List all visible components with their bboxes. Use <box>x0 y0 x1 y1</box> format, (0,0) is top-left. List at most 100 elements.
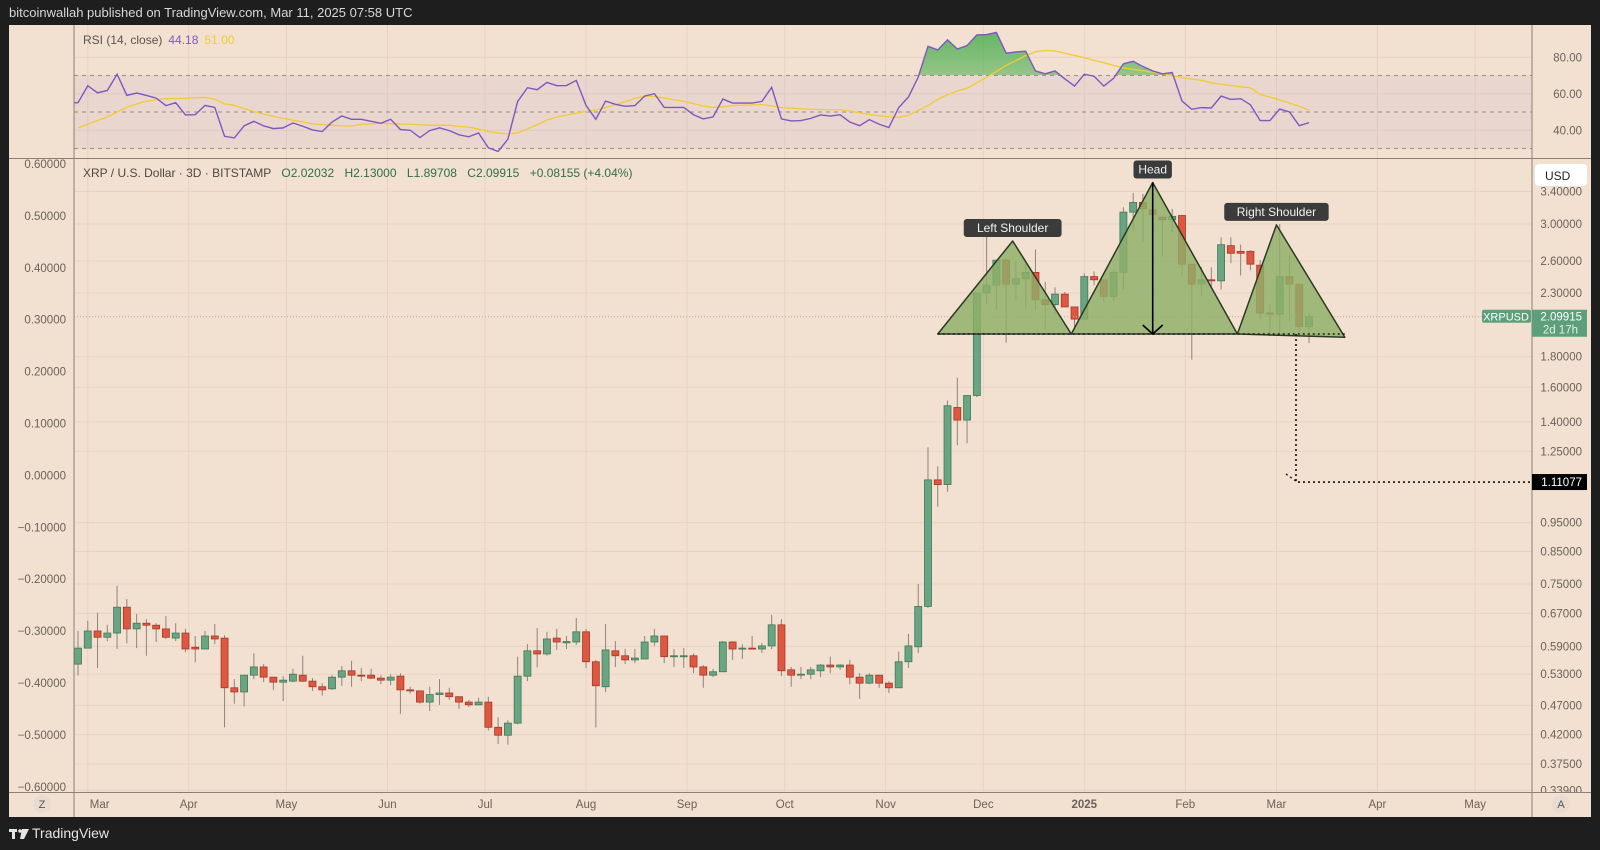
left-axis-tick-label: −0.10000 <box>18 522 66 534</box>
candle-body-down <box>748 647 757 650</box>
symbol-legend: XRP / U.S. Dollar · 3D · BITSTAMP O2.020… <box>83 166 632 180</box>
candle <box>963 395 971 444</box>
candle-body-down <box>445 692 454 698</box>
label-text: Head <box>1138 162 1167 176</box>
left-axis-tick-label: 0.10000 <box>24 419 66 431</box>
candle <box>367 668 376 680</box>
tradingview-brand[interactable]: TradingView <box>32 825 110 841</box>
candle <box>93 612 102 668</box>
candle-body-up <box>289 673 297 682</box>
candle <box>709 668 717 678</box>
candle <box>748 635 757 650</box>
candle-body-up <box>1129 202 1138 213</box>
candle <box>1090 271 1098 286</box>
target-projection-line[interactable] <box>1295 334 1532 483</box>
right-shoulder-triangle[interactable] <box>1236 224 1346 338</box>
candle <box>259 664 268 683</box>
price-tick-label: 1.25000 <box>1540 446 1582 458</box>
candle-body-up <box>1217 244 1225 282</box>
time-axis[interactable] <box>9 792 1591 817</box>
candle-body-down <box>591 661 600 687</box>
candle-body-up <box>767 624 776 647</box>
time-tick-label: Mar <box>1267 799 1287 811</box>
candle-body-up <box>474 701 483 706</box>
candle <box>279 676 288 702</box>
candle-body-up <box>249 666 258 676</box>
candle <box>767 614 776 650</box>
candle <box>328 675 336 690</box>
auto-scale-button[interactable] <box>1552 795 1570 813</box>
rsi-tick-label: 80.00 <box>1553 52 1582 64</box>
symbol-title[interactable]: XRP / U.S. Dollar · 3D · BITSTAMP <box>83 166 272 180</box>
candle-body-down <box>855 676 864 684</box>
candle <box>406 686 415 694</box>
candle-body-down <box>269 676 278 683</box>
low-value: 1.89708 <box>413 166 457 180</box>
candle <box>230 679 239 704</box>
candle-body-down <box>464 701 473 706</box>
right-shoulder-label[interactable]: Right Shoulder <box>1224 202 1329 221</box>
left-axis-tick-label: −0.30000 <box>18 626 66 638</box>
candle-body-down <box>787 669 796 676</box>
candle <box>191 635 200 663</box>
candle <box>611 641 620 667</box>
candle-body-down <box>953 407 962 421</box>
candle <box>904 633 913 668</box>
price-change: +0.08155 (+4.04%) <box>529 166 633 180</box>
candle <box>503 720 512 745</box>
symbol-tag-text: XRPUSD <box>1483 312 1529 324</box>
candle <box>621 649 630 665</box>
price-tick-label: 0.75000 <box>1540 579 1582 591</box>
head-triangle[interactable] <box>1070 181 1239 335</box>
candle-body-up <box>1051 293 1059 305</box>
candle <box>220 635 229 728</box>
candle <box>689 653 698 674</box>
open-label: O <box>281 166 291 180</box>
candle <box>298 655 307 683</box>
candle-body-down <box>367 674 376 679</box>
left-axis-tick-label: 0.40000 <box>24 263 66 275</box>
candle-body-down <box>230 687 239 693</box>
candle-body-up <box>503 722 512 736</box>
label-text: Left Shoulder <box>977 221 1048 235</box>
time-tick-label: Oct <box>776 799 795 811</box>
candle <box>1246 250 1255 271</box>
candle <box>484 696 493 731</box>
rsi-pane <box>74 31 1532 153</box>
candle <box>699 665 708 688</box>
candle-body-up <box>738 647 747 650</box>
zoom-reset-button[interactable] <box>33 795 51 813</box>
candle-body-up <box>171 632 180 639</box>
candle <box>357 667 366 682</box>
candle <box>416 690 424 704</box>
last-price-value: 2.09915 <box>1540 312 1582 324</box>
time-tick-label: Nov <box>875 799 896 811</box>
candle-body-up <box>963 395 971 421</box>
axes: Left Shoulder Head Right Shoulder 3.40000 3.… <box>9 25 1591 817</box>
label-background <box>963 218 1062 237</box>
candle-body-up <box>113 606 121 634</box>
left-shoulder-triangle[interactable] <box>937 240 1073 335</box>
left-shoulder-label[interactable]: Left Shoulder <box>963 218 1062 237</box>
candle-body-up <box>806 669 815 675</box>
head-label[interactable]: Head <box>1133 160 1172 179</box>
candle <box>1217 237 1225 290</box>
candle-body-down <box>1226 245 1235 254</box>
rsi-legend-label: RSI (14, close) <box>83 33 163 47</box>
candle-body-up <box>513 675 522 724</box>
candle-body-up <box>543 638 551 655</box>
candle <box>670 649 678 667</box>
candle <box>943 400 952 492</box>
candle-body-down <box>142 622 151 626</box>
time-tick-label: Mar <box>90 799 110 811</box>
candle <box>875 674 884 688</box>
candle-body-down <box>777 624 786 672</box>
time-tick-label: Aug <box>576 799 596 811</box>
currency-button[interactable] <box>1535 164 1587 186</box>
price-tick-label: 1.40000 <box>1540 417 1582 429</box>
price-tick-label: 0.95000 <box>1540 518 1582 530</box>
candle-body-up <box>630 657 639 661</box>
candle-body-down <box>875 674 884 684</box>
candle-body-down <box>308 680 317 688</box>
